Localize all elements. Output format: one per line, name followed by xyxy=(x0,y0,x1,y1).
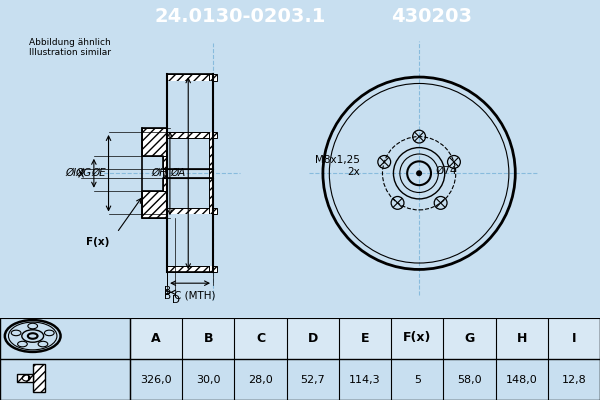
Bar xyxy=(167,74,217,81)
Bar xyxy=(167,132,213,138)
Text: F(x): F(x) xyxy=(86,237,109,247)
Bar xyxy=(167,132,217,138)
Text: G: G xyxy=(464,332,475,344)
Circle shape xyxy=(417,171,421,176)
Text: F(x): F(x) xyxy=(403,332,431,344)
Text: Ø74: Ø74 xyxy=(436,166,457,176)
Text: D: D xyxy=(308,332,318,344)
Text: 52,7: 52,7 xyxy=(301,375,325,385)
Text: B: B xyxy=(164,286,171,296)
Bar xyxy=(142,128,167,156)
Bar xyxy=(32,364,46,392)
Text: M8x1,25
2x: M8x1,25 2x xyxy=(314,155,359,177)
Bar xyxy=(17,374,32,382)
Bar xyxy=(167,214,213,266)
Bar xyxy=(142,191,167,218)
Text: B: B xyxy=(203,332,213,344)
Bar xyxy=(167,266,213,272)
Text: ØG: ØG xyxy=(76,168,92,178)
Text: I: I xyxy=(572,332,576,344)
Text: 5: 5 xyxy=(414,375,421,385)
Text: ØA: ØA xyxy=(170,168,186,178)
Text: B: B xyxy=(164,290,171,300)
Text: 28,0: 28,0 xyxy=(248,375,273,385)
Text: H: H xyxy=(517,332,527,344)
Text: A: A xyxy=(151,332,161,344)
Text: 30,0: 30,0 xyxy=(196,375,221,385)
Bar xyxy=(163,156,167,191)
Text: Illustration similar: Illustration similar xyxy=(29,48,111,57)
Bar xyxy=(167,208,217,214)
Text: 58,0: 58,0 xyxy=(457,375,482,385)
Text: 148,0: 148,0 xyxy=(506,375,538,385)
Text: ØI: ØI xyxy=(65,168,77,178)
Text: C: C xyxy=(256,332,265,344)
Text: Abbildung ähnlich: Abbildung ähnlich xyxy=(29,38,110,47)
Text: E: E xyxy=(361,332,369,344)
Bar xyxy=(130,318,600,359)
Text: 12,8: 12,8 xyxy=(562,375,586,385)
Text: 430203: 430203 xyxy=(392,8,473,26)
Bar xyxy=(167,266,213,272)
Bar xyxy=(167,74,213,81)
Bar xyxy=(209,74,213,138)
Text: ØH: ØH xyxy=(151,168,167,178)
Text: C (MTH): C (MTH) xyxy=(175,290,216,300)
Bar xyxy=(209,208,213,272)
Bar xyxy=(167,81,213,132)
Text: 24.0130-0203.1: 24.0130-0203.1 xyxy=(154,8,326,26)
Bar xyxy=(167,266,217,272)
Text: D: D xyxy=(172,295,181,305)
Text: ØE: ØE xyxy=(91,168,106,178)
Text: 326,0: 326,0 xyxy=(140,375,172,385)
Bar xyxy=(209,74,213,272)
Text: 114,3: 114,3 xyxy=(349,375,381,385)
